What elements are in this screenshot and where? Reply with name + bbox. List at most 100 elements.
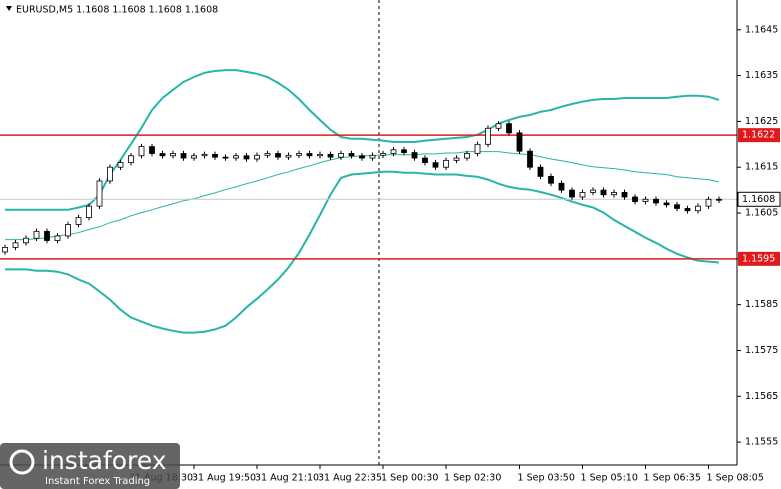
candle-body <box>390 149 397 154</box>
last-price-label: 1.1608 <box>742 194 775 205</box>
logo: instaforex Instant Forex Trading <box>0 443 180 489</box>
candle-body <box>674 204 680 209</box>
y-tick-label: 1.1625 <box>745 116 778 127</box>
y-tick-label: 1.1635 <box>745 70 778 81</box>
candle-body <box>611 192 617 196</box>
logo-background <box>0 443 180 489</box>
candle-body <box>495 123 502 129</box>
candle-body <box>138 146 145 157</box>
x-tick-label: 1 Sep 05:10 <box>581 473 638 484</box>
candle-body <box>579 192 586 198</box>
candle-body <box>443 159 449 168</box>
candle-body <box>107 166 113 182</box>
candle-body <box>128 155 134 164</box>
x-tick-label: 1 Sep 03:50 <box>518 473 575 484</box>
chart-title: EURUSD,M5 1.1608 1.1608 1.1608 1.1608 <box>16 5 218 16</box>
candle-body <box>569 189 575 198</box>
candle-body <box>159 153 166 157</box>
y-tick-label: 1.1645 <box>745 24 778 35</box>
candle-body <box>642 198 649 202</box>
candle-body <box>705 198 712 207</box>
candle-body <box>632 196 638 202</box>
x-tick-label: 1 Sep 06:35 <box>644 473 701 484</box>
candle-body <box>23 237 29 244</box>
candle-body <box>506 123 512 134</box>
candle-body <box>558 182 565 191</box>
candle-body <box>296 153 302 156</box>
candle-body <box>243 155 250 160</box>
candle-body <box>464 153 470 159</box>
candle-body <box>380 153 386 156</box>
candle-body <box>317 153 323 157</box>
candle-body <box>2 246 8 253</box>
candle-body <box>516 132 523 152</box>
level-label: 1.1595 <box>742 253 775 264</box>
candle-body <box>527 150 533 168</box>
candle-body <box>180 153 187 159</box>
candle-body <box>474 143 481 154</box>
y-tick-label: 1.1555 <box>745 437 778 448</box>
level-label-box <box>738 251 780 266</box>
logo-tagline: Instant Forex Trading <box>45 476 150 487</box>
x-tick-label: 1 Sep 02:30 <box>444 473 501 484</box>
candle-body <box>149 146 155 154</box>
bollinger-band <box>5 69 720 211</box>
candle-body <box>663 202 670 206</box>
x-tick-label: 1 Sep 08:05 <box>707 473 764 484</box>
candle-body <box>653 198 659 204</box>
candle-body <box>716 198 722 201</box>
candle-body <box>264 153 271 156</box>
plot-area <box>0 69 737 334</box>
candle-body <box>327 153 334 158</box>
candle-body <box>96 180 103 207</box>
candle-body <box>54 235 61 241</box>
x-tick-label: 31 Aug 19:50 <box>192 473 256 484</box>
candle-body <box>537 166 544 177</box>
candle-body <box>621 192 628 198</box>
candle-body <box>485 127 491 145</box>
logo-brand: instaforex <box>42 446 167 475</box>
candle-body <box>359 155 365 159</box>
candle-body <box>411 152 418 159</box>
candle-body <box>212 153 218 158</box>
x-tick-label: 31 Aug 21:10 <box>255 473 319 484</box>
symbol-menu-icon[interactable] <box>6 6 12 11</box>
candle-body <box>369 154 376 159</box>
last-price-box <box>737 191 781 207</box>
candle-body <box>422 157 428 164</box>
candle-body <box>684 208 691 212</box>
candle-body <box>453 157 460 161</box>
candle-body <box>432 162 439 168</box>
candle-body <box>254 154 260 160</box>
candle-body <box>285 154 292 158</box>
candle-body <box>117 162 124 168</box>
level-label: 1.1622 <box>742 130 775 141</box>
candle-body <box>348 153 355 157</box>
bollinger-band <box>5 170 720 334</box>
candle-body <box>275 153 281 158</box>
candle-body <box>600 189 607 196</box>
candle-body <box>170 153 176 157</box>
x-tick-label: 1 Sep 00:30 <box>381 473 438 484</box>
y-tick-label: 1.1565 <box>745 391 778 402</box>
candle-body <box>306 153 313 157</box>
candle-body <box>222 156 229 159</box>
y-tick-label: 1.1585 <box>745 299 778 310</box>
candle-body <box>201 153 208 157</box>
candle-body <box>44 230 50 241</box>
y-tick-label: 1.1575 <box>745 345 778 356</box>
candle-body <box>86 205 92 219</box>
candle-body <box>75 217 82 225</box>
candle-body <box>33 230 40 239</box>
candle-body <box>65 224 71 237</box>
candle-body <box>12 242 19 248</box>
candle-body <box>401 149 407 153</box>
x-tick-label: 31 Aug 22:35 <box>318 473 382 484</box>
y-tick-label: 1.1615 <box>745 162 778 173</box>
y-tick-label: 1.1605 <box>745 208 778 219</box>
candle-body <box>695 205 701 212</box>
level-label-box <box>738 128 780 143</box>
candle-body <box>590 189 596 193</box>
